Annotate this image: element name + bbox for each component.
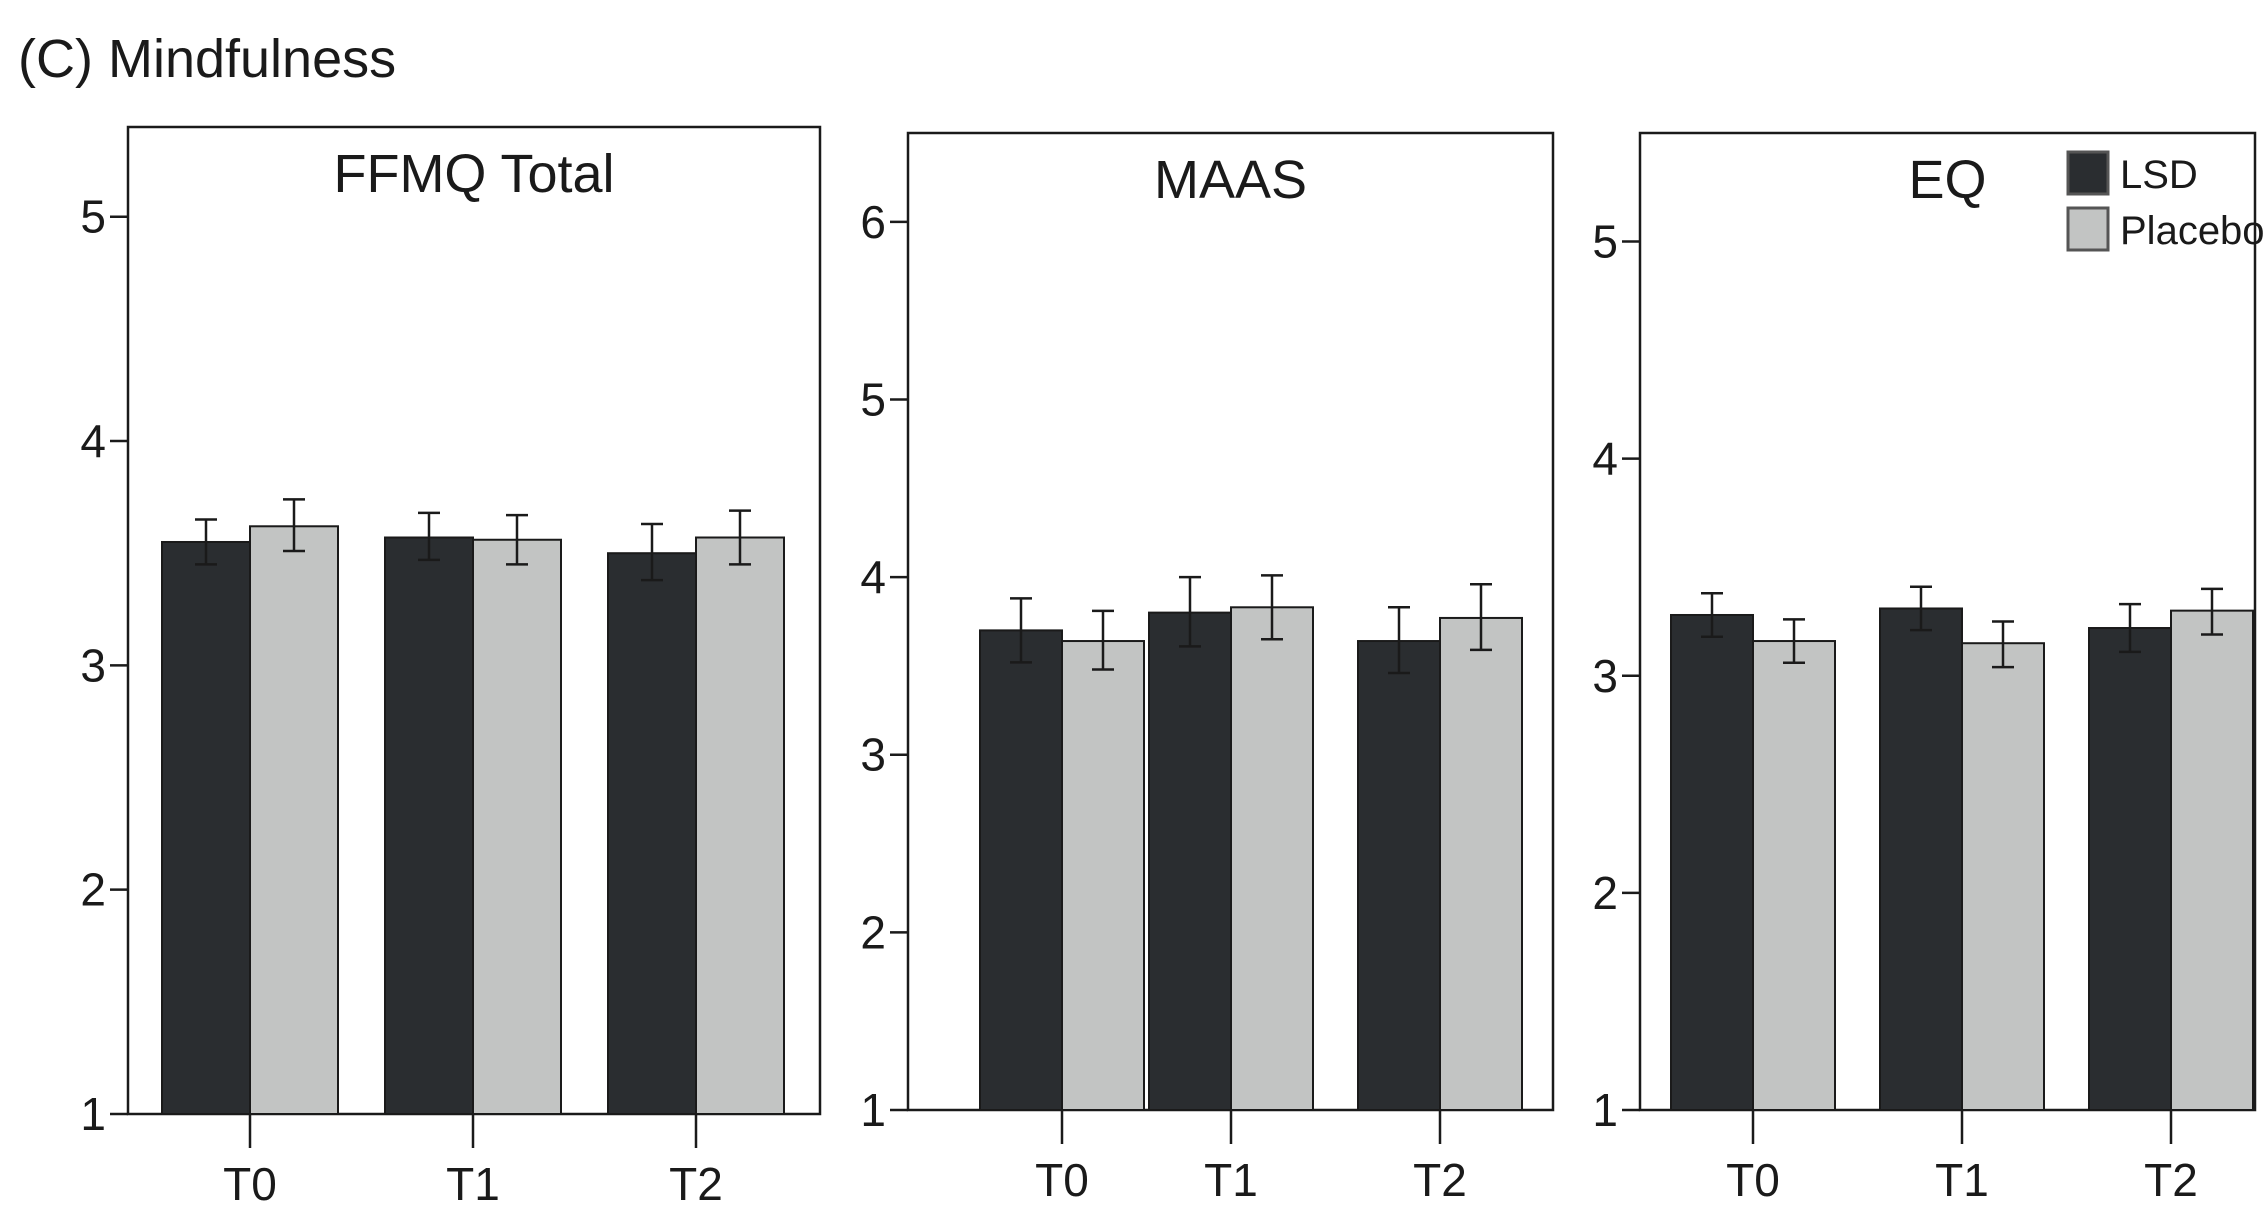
bar-lsd-t0 xyxy=(979,629,1063,1112)
bar-placebo-t1 xyxy=(1230,606,1314,1111)
bar-lsd-t2 xyxy=(1357,640,1441,1111)
bar-placebo-t2 xyxy=(1439,616,1523,1111)
bar-lsd-t1 xyxy=(1148,611,1232,1111)
y-tick-label: 3 xyxy=(80,639,106,691)
y-tick-label: 4 xyxy=(80,415,106,467)
bar-placebo-t0 xyxy=(1752,640,1836,1111)
y-tick-label: 1 xyxy=(860,1084,886,1136)
y-tick-label: 2 xyxy=(1592,867,1618,919)
x-tick-label-t2: T2 xyxy=(669,1158,723,1207)
y-tick-label: 3 xyxy=(1592,650,1618,702)
bar-lsd-t0 xyxy=(161,540,251,1115)
y-tick-label: 5 xyxy=(1592,216,1618,268)
legend: LSD Placebo xyxy=(2066,150,2265,253)
y-tick-label: 3 xyxy=(860,729,886,781)
y-tick-label: 5 xyxy=(860,373,886,425)
bar-lsd-t0 xyxy=(1670,613,1754,1112)
x-tick-label-t2: T2 xyxy=(2144,1154,2198,1206)
y-tick-label: 4 xyxy=(1592,433,1618,485)
bar-placebo-t1 xyxy=(1961,642,2045,1111)
x-tick-label-t1: T1 xyxy=(1935,1154,1989,1206)
y-tick-label: 1 xyxy=(1592,1084,1618,1136)
panel-2: 1 2 3 4 5 6 T0 T1 T2 MAAS xyxy=(860,131,1555,1206)
y-tick-label: 5 xyxy=(80,191,106,243)
bar-placebo-t2 xyxy=(695,536,785,1115)
x-tick-label-t2: T2 xyxy=(1413,1154,1467,1206)
panel-title: EQ xyxy=(1908,150,1986,210)
x-tick-label-t0: T0 xyxy=(223,1158,277,1207)
bar-lsd-t2 xyxy=(607,552,697,1115)
figure-title: (C) Mindfulness xyxy=(18,29,397,89)
y-tick-label: 1 xyxy=(80,1088,106,1140)
legend-swatch-lsd xyxy=(2066,150,2110,196)
x-tick-label-t0: T0 xyxy=(1726,1154,1780,1206)
x-tick-label-t1: T1 xyxy=(1204,1154,1258,1206)
x-tick-label-t0: T0 xyxy=(1035,1154,1089,1206)
panel-3: 1 2 3 4 5 T0 T1 T2 EQ xyxy=(1592,131,2257,1206)
bar-lsd-t1 xyxy=(384,536,474,1115)
y-tick-label: 6 xyxy=(860,196,886,248)
bar-lsd-t2 xyxy=(2088,627,2172,1111)
panel-title: MAAS xyxy=(1154,150,1307,210)
y-tick-label: 2 xyxy=(860,906,886,958)
legend-label-placebo: Placebo xyxy=(2120,209,2265,253)
bar-placebo-t2 xyxy=(2170,609,2254,1112)
x-tick-label-t1: T1 xyxy=(446,1158,500,1207)
legend-swatch-placebo xyxy=(2066,206,2110,252)
bar-placebo-t1 xyxy=(472,538,562,1115)
bar-placebo-t0 xyxy=(1061,640,1145,1111)
panel-1: 1 2 3 4 5 T0 T1 T2 FFMQ Total xyxy=(80,125,822,1207)
y-tick-label: 4 xyxy=(860,551,886,603)
panel-title: FFMQ Total xyxy=(333,144,614,204)
bar-placebo-t0 xyxy=(249,525,339,1115)
bar-lsd-t1 xyxy=(1879,607,1963,1111)
legend-label-lsd: LSD xyxy=(2120,153,2198,197)
y-tick-label: 2 xyxy=(80,864,106,916)
